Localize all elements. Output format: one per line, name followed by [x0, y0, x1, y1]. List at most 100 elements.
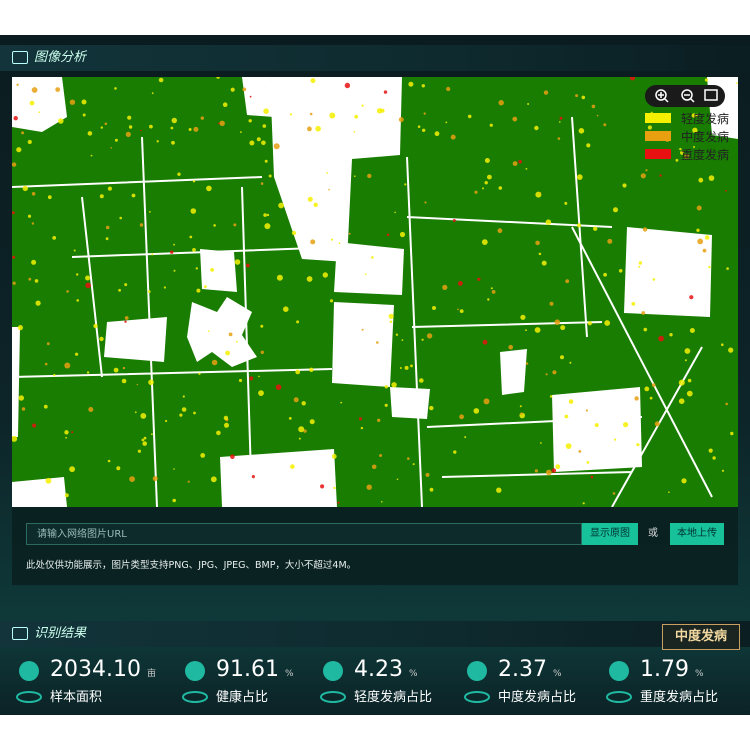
- disease-spot: [64, 493, 69, 498]
- disease-spot: [684, 153, 690, 159]
- disease-spot: [249, 95, 252, 98]
- disease-spot: [173, 269, 176, 272]
- disease-spot: [124, 320, 127, 323]
- disease-spot: [122, 366, 126, 370]
- disease-spot: [148, 379, 154, 386]
- stat-number: 2034.10: [50, 657, 141, 682]
- disease-spot: [340, 401, 343, 404]
- disease-spot: [404, 183, 407, 186]
- disease-spots: [12, 77, 738, 505]
- disease-spot: [384, 403, 388, 407]
- stat-item: 2.37% 中度发病占比: [462, 653, 602, 713]
- map-image: [12, 77, 738, 507]
- blank-areas: [12, 77, 738, 507]
- disease-spot: [329, 112, 336, 119]
- disease-spot: [603, 123, 607, 127]
- disease-spot: [659, 174, 662, 177]
- disease-spot: [64, 362, 71, 369]
- disease-spot: [338, 242, 341, 244]
- disease-spot: [371, 256, 374, 259]
- disease-spot: [73, 249, 76, 252]
- disease-spot: [65, 436, 67, 439]
- disease-spot: [638, 261, 643, 265]
- disease-spot: [18, 395, 24, 401]
- upload-button[interactable]: 本地上传: [670, 523, 724, 545]
- disease-spot: [228, 332, 233, 337]
- disease-spot: [151, 433, 153, 436]
- disease-spot: [388, 313, 394, 319]
- disease-spot: [105, 237, 109, 241]
- stat-value: 91.61%: [216, 657, 294, 682]
- disease-spot: [301, 401, 306, 406]
- disease-spot: [491, 290, 496, 294]
- disease-spot: [28, 277, 32, 281]
- disease-spot: [246, 263, 250, 268]
- disease-spot: [680, 150, 685, 155]
- disease-spot: [326, 172, 328, 174]
- disease-spot: [213, 224, 216, 227]
- disease-spot: [702, 248, 707, 253]
- disease-spot: [107, 459, 111, 463]
- disease-spot: [210, 268, 215, 272]
- disease-spot: [309, 419, 315, 425]
- disease-spot: [140, 129, 142, 132]
- disease-spot: [708, 448, 713, 453]
- disease-spot: [230, 87, 235, 92]
- disease-spot: [693, 146, 695, 148]
- disease-spot: [151, 253, 154, 256]
- disease-spot: [283, 306, 289, 312]
- disease-spot: [110, 147, 112, 149]
- url-input[interactable]: 请输入网络图片URL: [26, 523, 582, 545]
- disease-spot: [545, 373, 548, 376]
- disease-spot: [696, 205, 702, 211]
- disease-spot: [206, 185, 212, 192]
- disease-spot: [366, 484, 372, 490]
- disease-spot: [361, 328, 364, 331]
- stat-label: 重度发病占比: [640, 690, 719, 705]
- disease-spot: [623, 422, 629, 428]
- disease-spot: [434, 131, 440, 137]
- show-original-button[interactable]: 显示原图: [582, 523, 638, 545]
- zoom-tools[interactable]: [645, 85, 725, 107]
- disease-spot: [337, 501, 340, 504]
- disease-spot: [128, 125, 133, 129]
- disease-spot: [668, 491, 670, 494]
- disease-spot: [296, 320, 300, 324]
- disease-spot: [100, 126, 104, 129]
- disease-spot: [482, 339, 488, 345]
- disease-spot: [105, 225, 110, 230]
- disease-spot: [298, 437, 301, 440]
- disease-spot: [295, 369, 301, 375]
- disease-spot: [278, 202, 284, 209]
- disease-spot: [204, 285, 207, 289]
- disease-spot: [55, 87, 61, 92]
- disease-spot: [12, 281, 16, 285]
- disease-spot: [652, 278, 656, 281]
- disease-spot: [193, 411, 196, 415]
- disease-spot: [658, 335, 664, 342]
- disease-spot: [578, 450, 582, 453]
- disease-spot: [136, 383, 139, 386]
- disease-spot: [82, 113, 86, 117]
- disease-spot: [76, 273, 79, 276]
- disease-spot: [268, 174, 272, 178]
- disease-spot: [457, 308, 459, 311]
- disease-spot: [618, 269, 623, 273]
- disease-spot: [114, 87, 117, 90]
- disease-spot: [399, 231, 406, 238]
- disease-spot: [725, 402, 728, 406]
- icon-disc: [185, 661, 205, 681]
- disease-spot: [195, 267, 198, 270]
- stat-item: 91.61% 健康占比: [180, 653, 320, 713]
- stat-value: 2.37%: [498, 657, 562, 682]
- disease-spot: [377, 418, 381, 422]
- disease-spot: [31, 259, 37, 265]
- disease-spot: [534, 125, 539, 131]
- disease-spot: [354, 175, 356, 177]
- disease-spot: [484, 158, 490, 163]
- disease-spot: [425, 472, 430, 477]
- stat-item: 4.23% 轻度发病占比: [318, 653, 458, 713]
- disease-spot: [69, 466, 75, 473]
- disease-spot: [634, 396, 639, 401]
- disease-spot: [116, 466, 121, 471]
